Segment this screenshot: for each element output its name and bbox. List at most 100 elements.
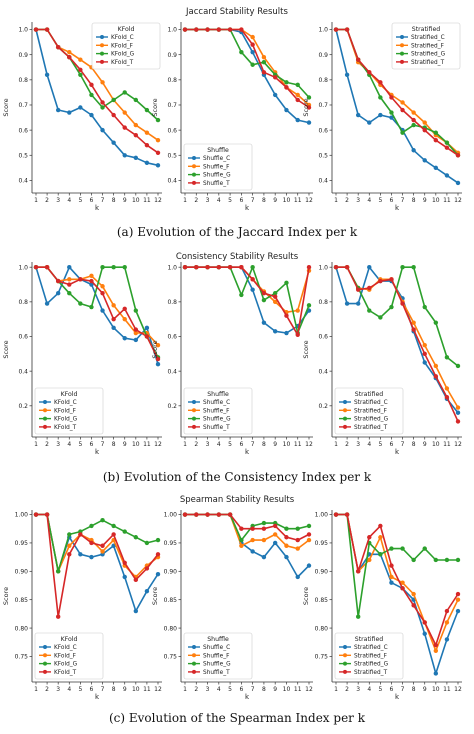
data-point <box>133 330 139 336</box>
y-tick-label: 0.4 <box>167 178 177 185</box>
x-tick-label: 7 <box>101 441 105 448</box>
data-point <box>272 523 278 529</box>
x-tick-label: 12 <box>454 441 462 448</box>
x-tick-label: 11 <box>143 441 151 448</box>
data-point <box>122 110 127 115</box>
y-tick-label: 0.8 <box>318 77 328 84</box>
data-point <box>44 301 50 306</box>
data-point <box>239 537 244 543</box>
x-tick-label: 10 <box>132 686 140 693</box>
data-point <box>100 543 105 548</box>
y-tick-label: 0.90 <box>15 569 29 576</box>
legend-box <box>334 387 404 435</box>
x-tick-label: 9 <box>123 686 127 693</box>
data-point <box>355 301 361 306</box>
data-point <box>227 512 233 517</box>
x-axis-label: k <box>95 448 100 456</box>
figure-caption: (c) Evolution of the Spearman Index per … <box>109 711 366 725</box>
x-tick-label: 12 <box>454 197 462 204</box>
x-tick-label: 3 <box>206 441 210 448</box>
x-axis-label: k <box>395 204 400 212</box>
y-tick-label: 0.8 <box>18 299 28 306</box>
legend-entry: Stratified_F <box>411 43 444 49</box>
data-point <box>306 523 312 529</box>
data-point <box>444 355 450 360</box>
data-point <box>205 27 210 32</box>
data-point <box>155 117 161 123</box>
data-point <box>433 130 439 135</box>
y-tick-label: 1.0 <box>318 264 328 271</box>
data-point <box>133 337 139 343</box>
data-point <box>144 334 150 339</box>
x-tick-label: 7 <box>401 441 405 448</box>
x-tick-label: 3 <box>356 686 360 693</box>
data-point <box>378 315 383 320</box>
y-tick-label: 0.95 <box>15 540 29 547</box>
x-tick-label: 11 <box>294 197 302 204</box>
data-point <box>67 110 72 115</box>
data-point <box>433 374 439 379</box>
x-axis-label: k <box>395 448 400 456</box>
x-tick-label: 12 <box>305 686 313 693</box>
data-point <box>344 264 350 270</box>
data-point <box>378 80 383 85</box>
legend-marker <box>192 653 196 658</box>
x-tick-label: 7 <box>251 686 255 693</box>
legend-title: KFold <box>118 26 135 33</box>
data-point <box>389 304 394 310</box>
data-point <box>133 308 139 313</box>
x-tick-label: 8 <box>412 441 416 448</box>
data-point <box>344 512 350 517</box>
data-point <box>411 327 416 332</box>
chart-panel: 1 2 3 4 5 6 7 8 9 10 11 12k0.20.40.60.81.0ScoreShuf… <box>151 262 313 456</box>
x-tick-label: 3 <box>356 441 360 448</box>
data-point <box>422 158 427 163</box>
x-tick-label: 6 <box>90 441 94 448</box>
data-point <box>111 303 116 308</box>
data-point <box>433 320 439 325</box>
legend-marker <box>43 416 47 421</box>
y-tick-label: 0.85 <box>315 597 329 604</box>
legend-entry: Shuffle_F <box>203 164 229 170</box>
data-point <box>111 316 116 322</box>
x-tick-label: 6 <box>239 197 243 204</box>
data-point <box>155 163 161 168</box>
legend-marker <box>400 51 404 56</box>
x-tick-label: 6 <box>239 686 243 693</box>
data-point <box>272 532 278 537</box>
y-tick-label: 0.4 <box>318 178 328 185</box>
data-point <box>306 303 312 308</box>
section-title: Spearman Stability Results <box>180 495 295 505</box>
x-tick-label: 4 <box>217 197 221 204</box>
data-point <box>239 264 244 270</box>
data-point <box>272 290 278 296</box>
y-tick-label: 0.4 <box>167 368 177 375</box>
x-tick-label: 1 <box>183 686 187 693</box>
x-tick-label: 7 <box>401 686 405 693</box>
x-tick-label: 6 <box>390 686 394 693</box>
data-point <box>433 648 439 653</box>
legend: Stratified Stratified_C Stratified_F Strati… <box>334 387 404 435</box>
legend-marker <box>343 400 347 404</box>
data-point <box>306 532 312 537</box>
x-tick-label: 11 <box>443 197 451 204</box>
chart-panel: 1 2 3 4 5 6 7 8 9 10 11 12k0.750.800.850.900.951.00… <box>2 510 162 701</box>
data-point <box>89 554 94 560</box>
legend-entry: Shuffle_T <box>203 670 230 676</box>
legend-entry: Stratified_C <box>354 400 388 406</box>
data-point <box>455 405 461 410</box>
x-tick-label: 12 <box>154 686 162 693</box>
data-point <box>355 57 361 62</box>
legend-entry: Stratified_C <box>411 35 445 41</box>
legend-box <box>34 387 104 435</box>
y-tick-label: 1.00 <box>315 512 329 519</box>
data-point <box>239 27 244 32</box>
y-tick-label: 0.90 <box>315 569 329 576</box>
data-point <box>78 277 83 282</box>
data-point <box>455 591 461 597</box>
legend-title: Stratified <box>355 391 384 398</box>
data-point <box>100 308 105 313</box>
data-point <box>216 264 222 270</box>
data-point <box>306 105 312 110</box>
